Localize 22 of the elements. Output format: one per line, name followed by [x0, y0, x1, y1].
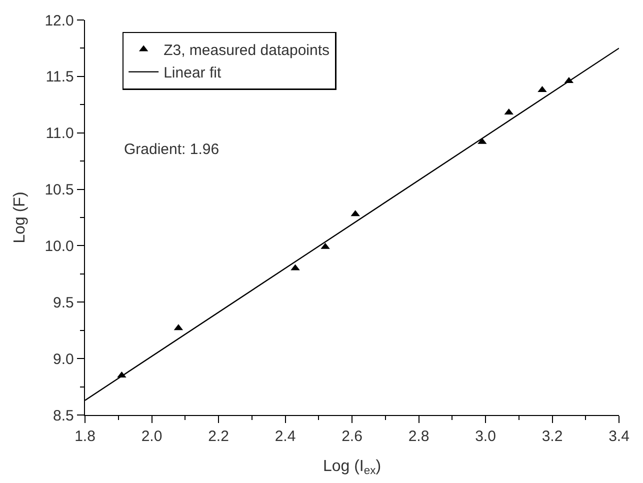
legend-label: Z3, measured datapoints: [164, 42, 330, 60]
x-tick-label: 2.4: [274, 428, 296, 446]
y-tick-label: 9.5: [53, 294, 74, 312]
y-tick-label: 10.0: [44, 238, 74, 255]
x-axis-title: Log (I$_{ex}$): [322, 458, 382, 478]
y-tick-label: 9.0: [53, 350, 74, 368]
y-tick-label: 8.5: [53, 407, 74, 424]
x-tick-label: 3.2: [542, 428, 563, 446]
y-tick-label: 11.0: [46, 125, 74, 142]
legend-label: Linear fit: [164, 64, 222, 82]
x-tick-label: 2.8: [408, 428, 430, 446]
annotation: Gradient: 1.96: [124, 141, 220, 158]
x-tick-label: 2.6: [342, 428, 362, 446]
y-axis-title: Log (F): [12, 192, 29, 244]
y-tick-label: 11.5: [46, 68, 74, 86]
x-tick-label: 1.8: [74, 428, 96, 446]
x-tick-label: 3.0: [475, 428, 496, 446]
x-tick-label: 2.2: [208, 428, 229, 446]
x-tick-label: 2.0: [141, 428, 162, 446]
y-tick-label: 10.5: [44, 182, 74, 199]
y-tick-label: 12.0: [44, 12, 74, 30]
x-tick-label: 3.4: [608, 428, 630, 446]
